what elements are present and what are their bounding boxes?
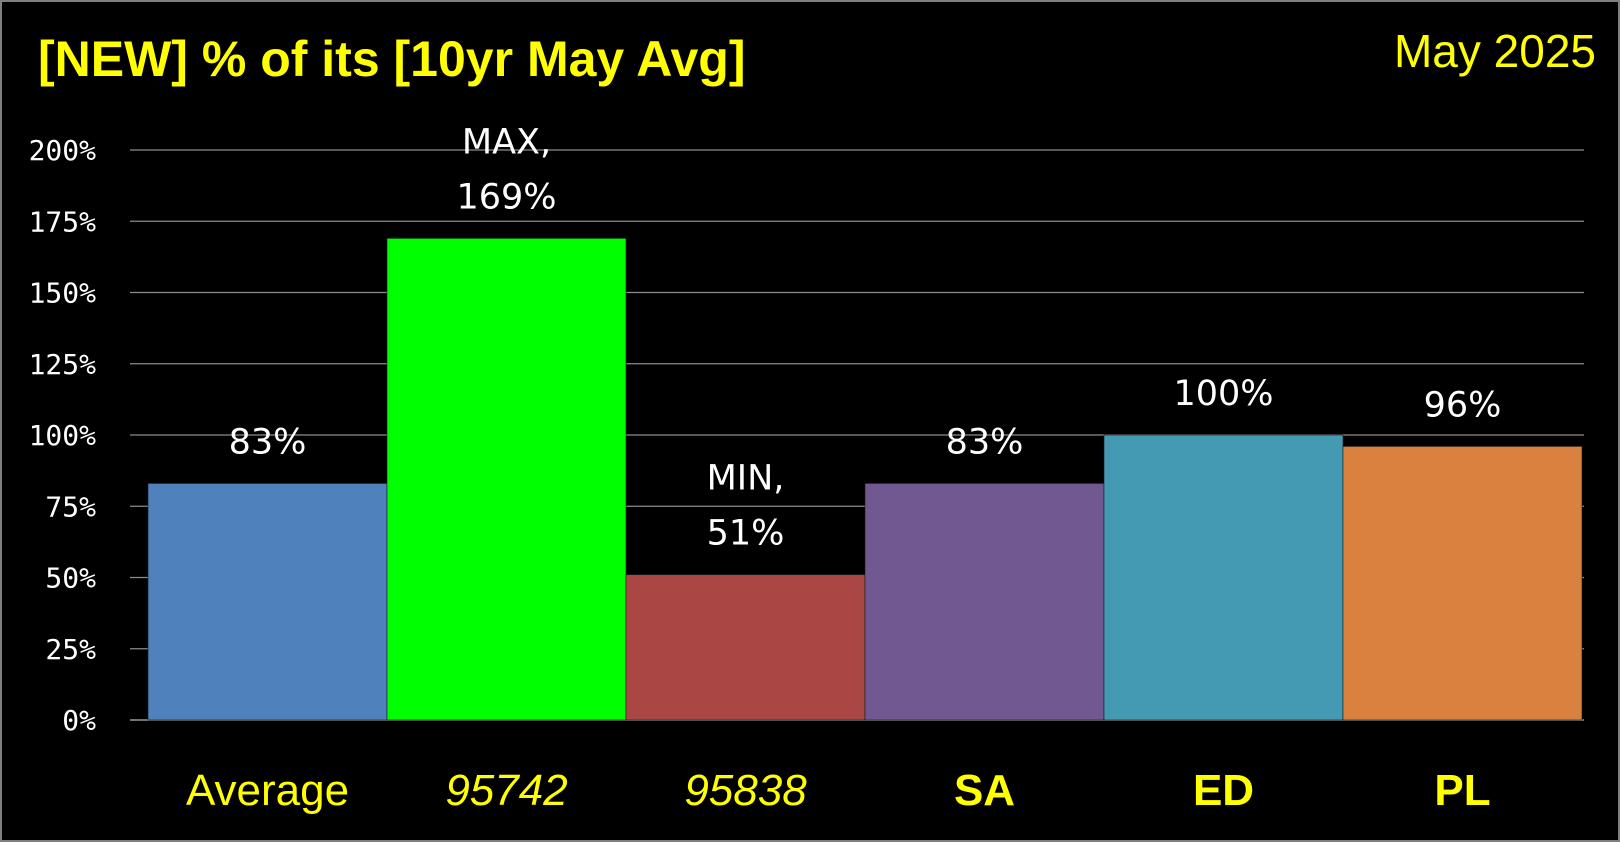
x-tick-label: Average	[186, 766, 349, 815]
bar-95838	[625, 574, 866, 721]
bar-95742	[386, 238, 627, 721]
bar-sa	[864, 483, 1105, 721]
data-label: MIN,	[707, 459, 785, 499]
y-tick-label: 150%	[29, 277, 97, 310]
chart-title: [NEW] % of its [10yr May Avg]	[38, 31, 746, 87]
bar-ed	[1103, 434, 1344, 721]
data-label: 96%	[1424, 385, 1502, 425]
data-label: 169%	[456, 177, 556, 217]
date-label: May 2025	[1393, 25, 1596, 77]
bar-pl	[1342, 446, 1583, 721]
y-tick-label: 100%	[29, 419, 97, 452]
data-label: MAX,	[462, 122, 551, 162]
y-tick-label: 200%	[29, 134, 97, 167]
y-tick-label: 75%	[45, 490, 96, 523]
x-tick-label: ED	[1193, 766, 1254, 815]
data-label: 100%	[1173, 374, 1273, 414]
data-label: 51%	[707, 514, 785, 554]
bar-average	[147, 483, 388, 721]
y-tick-label: 175%	[29, 205, 97, 238]
x-tick-label: 95742	[445, 766, 567, 815]
y-tick-label: 50%	[45, 562, 96, 595]
data-label: 83%	[946, 422, 1024, 462]
data-label: 83%	[229, 422, 307, 462]
x-tick-label: PL	[1434, 766, 1490, 815]
x-tick-label: SA	[954, 766, 1015, 815]
y-tick-label: 125%	[29, 348, 97, 381]
y-tick-label: 0%	[62, 704, 96, 737]
x-tick-label: 95838	[684, 766, 807, 815]
y-tick-label: 25%	[45, 633, 96, 666]
